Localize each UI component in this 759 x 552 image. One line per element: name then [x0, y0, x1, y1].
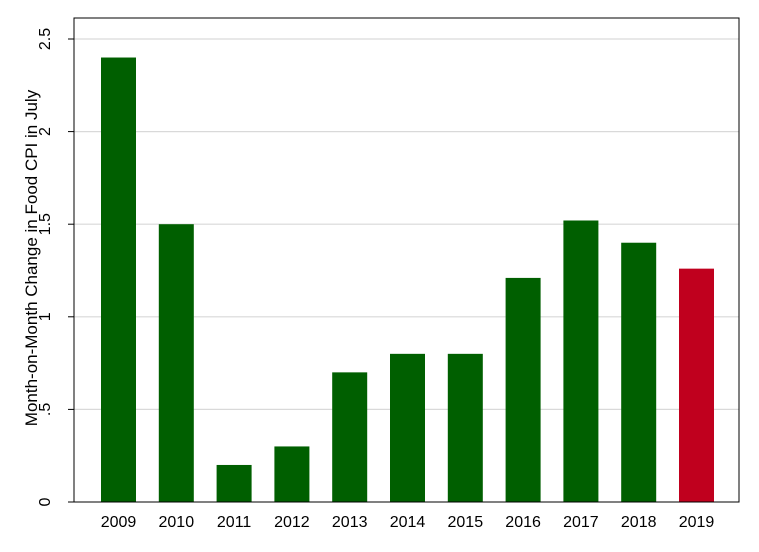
bar-2019 — [679, 268, 714, 502]
bar-2018 — [621, 242, 657, 502]
bar-2016 — [505, 277, 541, 502]
bar-2014 — [390, 353, 425, 502]
bars — [101, 57, 714, 503]
x-tick-label-2014: 2014 — [390, 514, 426, 531]
y-tick-label: 1.5 — [37, 213, 54, 235]
x-axis-tick-labels: 2009 2010 2011 2012 2013 2014 2015 2016 2017 2018… — [101, 514, 715, 531]
bar-2017 — [563, 220, 599, 502]
x-tick-label-2015: 2015 — [448, 514, 484, 531]
y-tick-label: 2.5 — [37, 28, 54, 50]
x-tick-label-2017: 2017 — [563, 514, 599, 531]
y-tick-label: 2 — [37, 127, 54, 136]
y-tick-label: 1 — [37, 312, 54, 321]
y-axis-title: Month-on-Month Change in Food CPI in Jul… — [22, 89, 41, 426]
x-tick-label-2019: 2019 — [679, 514, 715, 531]
x-tick-label-2013: 2013 — [332, 514, 368, 531]
x-tick-label-2016: 2016 — [505, 514, 541, 531]
bar-2012 — [274, 446, 310, 502]
x-tick-label-2010: 2010 — [159, 514, 195, 531]
y-axis-ticks: 0 .5 1 1.5 2 2.5 — [37, 28, 74, 506]
x-tick-label-2009: 2009 — [101, 514, 137, 531]
y-tick-label: .5 — [37, 403, 54, 416]
bar-2013 — [332, 372, 368, 502]
bar-2010 — [158, 224, 194, 502]
bar-2009 — [101, 57, 136, 503]
x-tick-label-2018: 2018 — [621, 514, 657, 531]
bar-2015 — [447, 353, 483, 502]
x-tick-label-2011: 2011 — [217, 514, 252, 531]
y-tick-label: 0 — [37, 497, 54, 506]
x-tick-label-2012: 2012 — [274, 514, 310, 531]
bar-2011 — [216, 464, 252, 502]
plot-frame — [73, 17, 740, 503]
